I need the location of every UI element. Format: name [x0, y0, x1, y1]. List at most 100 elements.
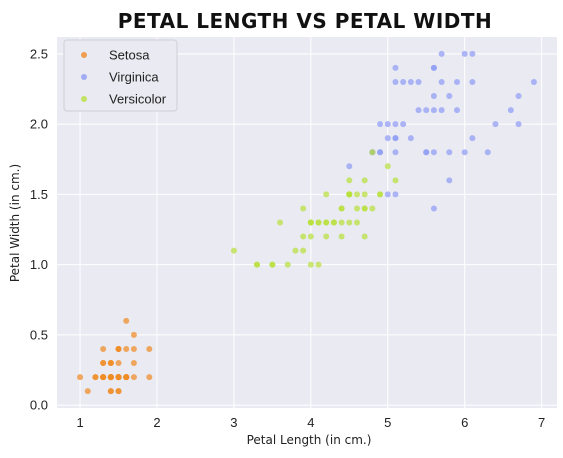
data-point: [346, 219, 353, 226]
data-point: [315, 219, 322, 226]
series-versicolor: [230, 149, 399, 268]
gridlines: [57, 37, 557, 408]
data-point: [300, 247, 307, 254]
data-point: [392, 64, 399, 71]
data-point: [369, 149, 376, 156]
data-point: [377, 121, 384, 128]
data-point: [392, 135, 399, 142]
data-point: [430, 64, 437, 71]
data-point: [315, 261, 322, 268]
data-point: [446, 149, 453, 156]
y-tick-labels: 0.0 0.5 1.0 1.5 2.0 2.5: [30, 46, 48, 412]
data-point: [430, 149, 437, 156]
x-axis-label: Petal Length (in cm.): [247, 433, 372, 447]
y-tick-label: 1.0: [30, 257, 48, 272]
data-point: [446, 177, 453, 184]
data-point: [469, 50, 476, 57]
series-setosa: [77, 317, 153, 395]
data-point: [384, 191, 391, 198]
data-point: [84, 388, 91, 395]
x-tick-label: 6: [461, 415, 468, 430]
legend-box: [63, 39, 178, 112]
data-point: [346, 177, 353, 184]
data-point: [400, 78, 407, 85]
data-point: [300, 205, 307, 212]
data-point: [338, 205, 345, 212]
data-point: [107, 388, 114, 395]
data-point: [130, 331, 137, 338]
data-point: [354, 205, 360, 212]
data-point: [415, 107, 422, 114]
data-point: [346, 163, 353, 170]
data-point: [230, 247, 237, 254]
data-point: [430, 93, 437, 100]
data-point: [307, 233, 314, 240]
data-point: [146, 374, 153, 381]
data-point: [392, 191, 399, 198]
x-tick-label: 3: [230, 415, 237, 430]
legend-marker: [81, 52, 87, 58]
data-point: [361, 191, 368, 198]
data-point: [130, 374, 137, 381]
data-point: [361, 205, 368, 212]
data-point: [254, 261, 260, 268]
data-point: [307, 261, 314, 268]
data-point: [392, 177, 399, 184]
data-point: [392, 121, 399, 128]
data-point: [284, 261, 291, 268]
data-point: [377, 191, 384, 198]
data-point: [92, 374, 99, 381]
data-point: [107, 374, 114, 381]
data-point: [130, 345, 137, 352]
series-virginica: [346, 50, 537, 212]
data-point: [323, 191, 330, 198]
data-point: [492, 121, 499, 128]
x-tick-label: 7: [538, 415, 545, 430]
data-point: [384, 135, 391, 142]
data-point: [430, 107, 437, 114]
data-point: [100, 360, 107, 367]
x-tick-label: 2: [153, 415, 160, 430]
data-point: [100, 345, 107, 352]
y-tick-label: 2.5: [30, 46, 48, 61]
data-point: [384, 121, 391, 128]
y-tick-label: 2.0: [30, 117, 48, 132]
data-point: [338, 233, 345, 240]
data-point: [292, 247, 299, 254]
x-tick-label: 1: [76, 415, 83, 430]
data-point: [300, 233, 307, 240]
data-point: [338, 219, 345, 226]
data-point: [323, 219, 330, 226]
data-point: [438, 107, 445, 114]
data-point: [454, 78, 460, 85]
data-point: [407, 135, 414, 142]
legend-label: Setosa: [109, 48, 150, 63]
data-point: [130, 360, 137, 367]
data-point: [530, 78, 537, 85]
data-point: [277, 219, 284, 226]
data-point: [515, 121, 522, 128]
legend-label: Virginica: [109, 70, 159, 85]
data-point: [507, 107, 514, 114]
data-point: [346, 191, 353, 198]
y-tick-label: 1.5: [30, 187, 48, 202]
data-points: [77, 50, 537, 395]
data-point: [377, 149, 384, 156]
y-axis-label: Petal Width (in cm.): [8, 164, 22, 282]
data-point: [123, 345, 130, 352]
data-point: [115, 374, 122, 381]
data-point: [407, 78, 414, 85]
data-point: [469, 78, 476, 85]
legend: Setosa Virginica Versicolor: [63, 39, 178, 112]
data-point: [369, 205, 376, 212]
data-point: [354, 191, 360, 198]
data-point: [361, 233, 368, 240]
data-point: [330, 219, 337, 226]
data-point: [146, 345, 153, 352]
data-point: [100, 374, 107, 381]
data-point: [123, 317, 130, 324]
data-point: [392, 149, 399, 156]
data-point: [515, 93, 522, 100]
data-point: [454, 107, 460, 114]
